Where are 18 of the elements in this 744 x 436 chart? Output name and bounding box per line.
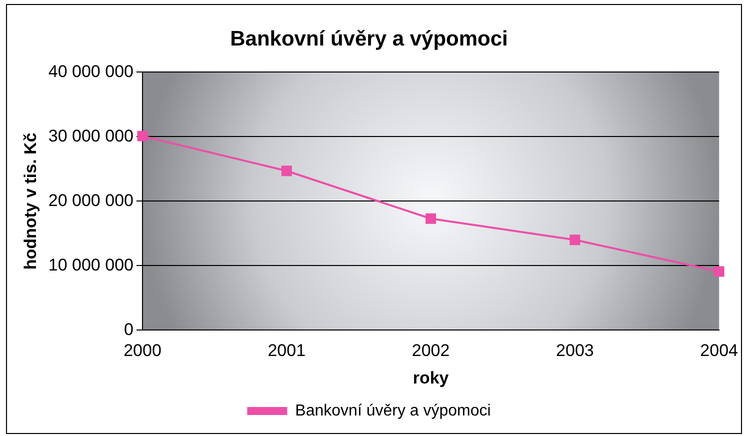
y-tick-label: 20 000 000	[48, 190, 134, 210]
point	[570, 234, 580, 246]
x-tick-label: 2003	[556, 341, 594, 360]
chart-title: Bankovní úvěry a výpomoci	[230, 27, 508, 50]
point	[426, 213, 436, 224]
y-axis-title: hodnoty v tis. Kč	[20, 132, 40, 270]
point	[714, 266, 724, 277]
point	[281, 166, 292, 176]
y-tick-label: 10 000 000	[48, 255, 134, 274]
legend-label: Bankovní úvěry a výpomoci	[295, 402, 491, 420]
y-tick-label: 0	[124, 320, 134, 339]
y-tick-label: 30 000 000	[48, 126, 134, 146]
y-tick-label: 40 000 000	[48, 62, 134, 81]
x-axis-title: roky	[412, 368, 450, 388]
x-tick-label: 2002	[412, 341, 450, 360]
x-tick-label: 2000	[124, 341, 162, 360]
x-tick-label: 2004	[700, 341, 738, 360]
x-tick-label: 2001	[268, 341, 306, 360]
